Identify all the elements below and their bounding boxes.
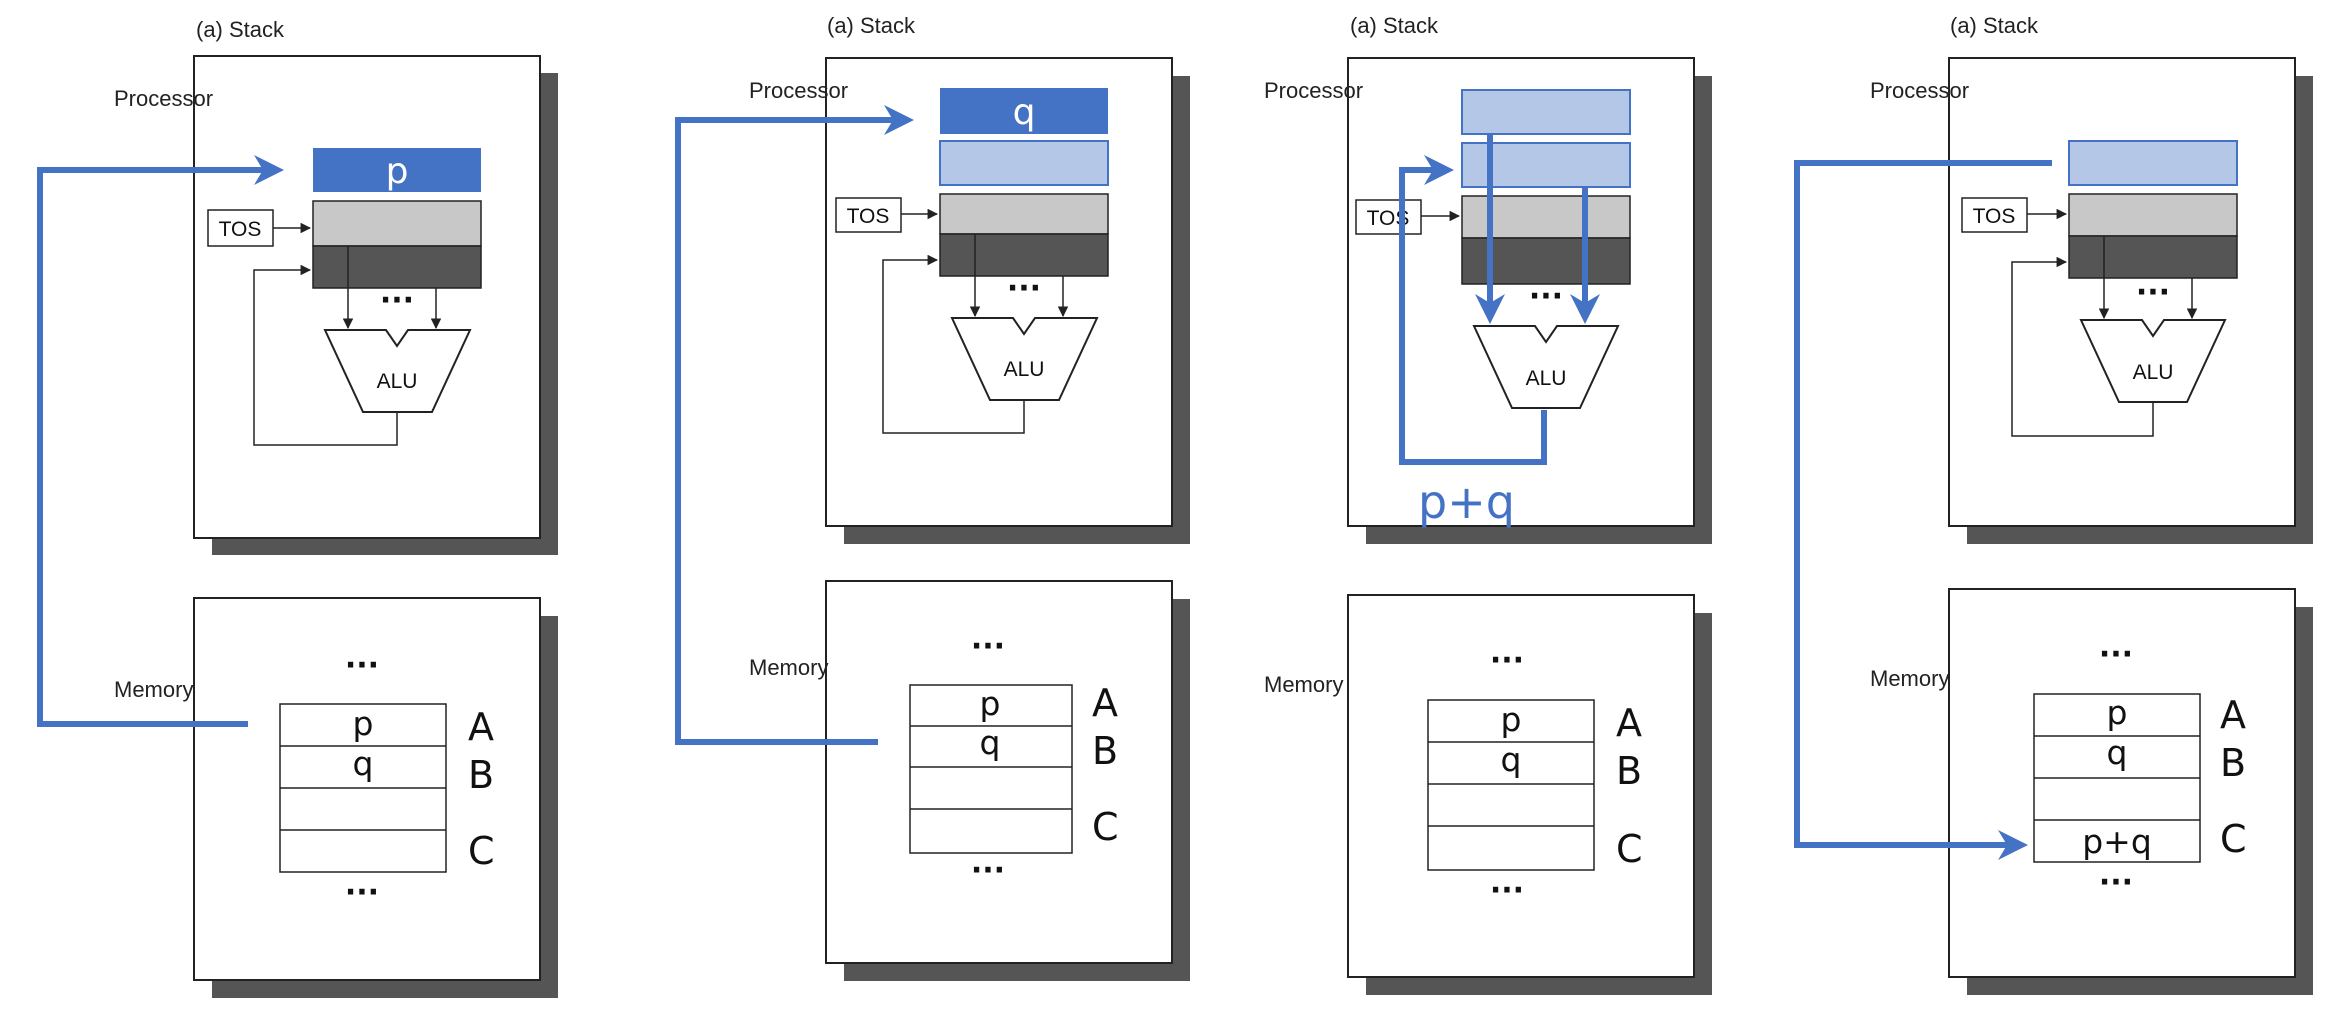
tos-label: TOS — [1367, 207, 1410, 230]
alu-shape — [950, 317, 1099, 401]
memory-ellipsis-bottom: ··· — [345, 875, 379, 910]
stack-register-value: q — [1013, 92, 1036, 133]
memory-cell-a: p — [1501, 700, 1522, 739]
stack-register-third — [939, 233, 1109, 277]
tos-pointer-box — [207, 209, 274, 247]
memory-cell-b: q — [980, 723, 1001, 762]
processor-box — [1948, 57, 2313, 544]
tos-register — [312, 200, 482, 247]
alu-label: ALU — [1004, 358, 1045, 381]
tos-label: TOS — [847, 205, 890, 228]
load-arrow — [37, 155, 284, 727]
memory-cell-b: q — [353, 744, 374, 783]
address-b: B — [1092, 729, 1118, 773]
alu-shape — [323, 329, 472, 413]
panel-4: (a) Stack Processor TOS ··· ALU Memory ·… — [1794, 13, 2313, 995]
memory-ellipsis-top: ··· — [1490, 643, 1524, 678]
address-b: B — [468, 753, 494, 797]
processor-label: Processor — [1870, 78, 1969, 103]
memory-cell-b: q — [1501, 740, 1522, 779]
address-c: C — [1092, 805, 1119, 849]
panel-1: (a) Stack Processor p TOS ··· ALU Memory… — [37, 17, 558, 998]
stack-register-top — [313, 148, 481, 192]
address-c: C — [2220, 817, 2247, 861]
tos-pointer-box — [1355, 199, 1422, 235]
memory-cells — [1427, 699, 1595, 871]
memory-cells — [279, 703, 447, 873]
address-a: A — [468, 705, 494, 749]
stack-register-value: p — [386, 151, 409, 192]
processor-label: Processor — [1264, 78, 1363, 103]
processor-box — [193, 55, 558, 555]
memory-cells — [2033, 693, 2201, 863]
result-writeback-arrow — [1399, 155, 1547, 465]
alu-result-label: p+q — [1418, 475, 1515, 529]
tos-register — [2068, 193, 2238, 237]
stack-ellipsis: ··· — [2136, 275, 2170, 310]
memory-label: Memory — [1870, 666, 1949, 691]
store-arrow — [1794, 160, 2052, 860]
stack-register-second — [939, 140, 1109, 186]
address-a: A — [1616, 701, 1642, 745]
stack-ellipsis: ··· — [1007, 271, 1041, 306]
memory-ellipsis-bottom: ··· — [971, 853, 1005, 888]
processor-box — [825, 57, 1190, 544]
memory-ellipsis-bottom: ··· — [2099, 865, 2133, 900]
address-a: A — [2220, 693, 2246, 737]
stack-register-top — [2068, 140, 2238, 186]
stack-register-second — [312, 245, 482, 289]
memory-ellipsis-top: ··· — [971, 629, 1005, 664]
alu-feedback-arrow — [2011, 256, 2154, 437]
address-a: A — [1092, 681, 1118, 725]
processor-label: Processor — [114, 86, 213, 111]
alu-label: ALU — [2133, 361, 2174, 384]
tos-pointer-box — [1961, 197, 2028, 233]
alu-feedback-arrow — [253, 264, 398, 446]
memory-ellipsis-top: ··· — [2099, 637, 2133, 672]
stack-register-second — [2068, 235, 2238, 279]
tos-register — [939, 193, 1109, 235]
address-c: C — [468, 829, 495, 873]
alu-label: ALU — [377, 370, 418, 393]
processor-box — [1347, 57, 1712, 544]
tos-label: TOS — [219, 218, 262, 241]
panel-2: (a) Stack Processor q TOS ··· ALU Memory… — [675, 13, 1190, 981]
panel-caption: (a) Stack — [827, 13, 916, 38]
memory-cell-c: p+q — [2082, 822, 2152, 861]
tos-pointer-box — [835, 197, 902, 233]
stack-register-top — [940, 88, 1108, 134]
address-b: B — [1616, 749, 1642, 793]
alu-shape — [2079, 319, 2227, 403]
memory-label: Memory — [114, 677, 193, 702]
stack-ellipsis: ··· — [380, 283, 414, 318]
memory-cell-a: p — [2107, 693, 2128, 732]
panel-caption: (a) Stack — [1950, 13, 2039, 38]
load-arrow — [675, 105, 914, 745]
stack-register-top — [1461, 89, 1631, 135]
alu-label: ALU — [1526, 367, 1567, 390]
memory-label: Memory — [1264, 672, 1343, 697]
processor-label: Processor — [749, 78, 848, 103]
address-b: B — [2220, 741, 2246, 785]
stack-ellipsis: ··· — [1529, 279, 1563, 314]
memory-ellipsis-bottom: ··· — [1490, 873, 1524, 908]
memory-cell-b: q — [2107, 733, 2128, 772]
alu-feedback-arrow — [882, 254, 1025, 434]
panel-caption: (a) Stack — [1350, 13, 1439, 38]
memory-cell-a: p — [980, 684, 1001, 723]
address-c: C — [1616, 827, 1643, 871]
alu-shape — [1472, 325, 1620, 409]
memory-ellipsis-top: ··· — [345, 648, 379, 683]
panel-3: (a) Stack Processor TOS ··· ALU p+q Memo… — [1264, 13, 1712, 995]
memory-label: Memory — [749, 655, 828, 680]
memory-cells — [909, 684, 1073, 854]
panel-caption: (a) Stack — [196, 17, 285, 42]
tos-label: TOS — [1973, 205, 2016, 228]
memory-cell-a: p — [353, 704, 374, 743]
